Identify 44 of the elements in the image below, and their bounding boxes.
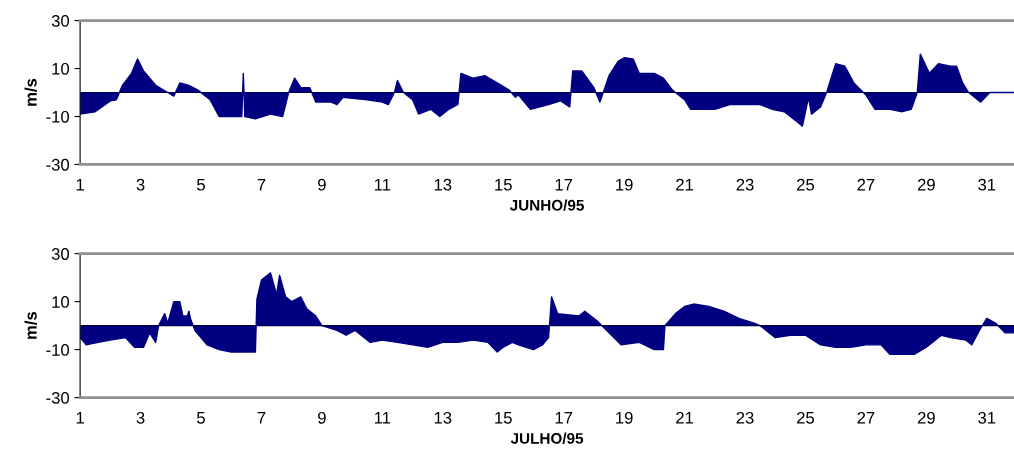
- x-tick-label: 11: [374, 178, 391, 191]
- y-tick-label: 30: [51, 248, 70, 260]
- x-tick-label: 13: [434, 411, 452, 424]
- x-tick-label: 3: [136, 178, 145, 191]
- y-axis-title: m/s: [24, 311, 37, 339]
- x-tick-label: 1: [76, 412, 84, 424]
- x-tick-label: 29: [917, 178, 935, 191]
- x-tick-label: 3: [136, 411, 145, 424]
- x-tick-label: 5: [197, 178, 205, 191]
- x-axis-title: JULHO/95: [510, 432, 584, 444]
- x-tick-label: 21: [676, 411, 694, 424]
- x-axis-title: JUNHO/95: [509, 199, 584, 211]
- y-tick-label: -10: [46, 110, 70, 123]
- x-tick-label: 27: [857, 178, 875, 191]
- x-tick-label: 5: [197, 412, 205, 424]
- x-tick-label: 13: [434, 178, 452, 191]
- x-tick-label: 7: [257, 178, 266, 191]
- x-tick-label: 17: [555, 412, 573, 424]
- x-tick-label: 19: [616, 178, 633, 191]
- x-tick-label: 29: [917, 411, 935, 424]
- x-tick-label: 31: [978, 411, 996, 424]
- y-tick-label: -30: [46, 158, 70, 171]
- x-tick-label: 27: [857, 411, 875, 424]
- x-tick-label: 25: [797, 411, 815, 424]
- x-tick-label: 11: [374, 412, 391, 424]
- x-tick-label: 1: [76, 178, 84, 191]
- x-tick-label: 23: [736, 411, 754, 424]
- y-tick-label: 10: [52, 62, 70, 75]
- y-tick-label: 30: [51, 14, 70, 27]
- x-tick-label: 9: [318, 178, 326, 191]
- x-tick-label: 21: [676, 178, 694, 191]
- y-axis-title: m/s: [24, 78, 37, 106]
- y-tick-label: 10: [52, 296, 70, 308]
- x-tick-label: 9: [318, 411, 326, 424]
- x-tick-label: 15: [495, 178, 512, 191]
- x-tick-label: 25: [797, 178, 815, 191]
- x-tick-label: 31: [978, 178, 996, 191]
- x-tick-label: 19: [616, 411, 633, 424]
- y-tick-label: -10: [46, 344, 70, 356]
- x-tick-label: 17: [555, 178, 573, 191]
- x-tick-label: 23: [736, 178, 754, 191]
- x-tick-label: 7: [257, 412, 266, 424]
- x-tick-label: 15: [495, 412, 512, 424]
- y-tick-label: -30: [46, 391, 70, 404]
